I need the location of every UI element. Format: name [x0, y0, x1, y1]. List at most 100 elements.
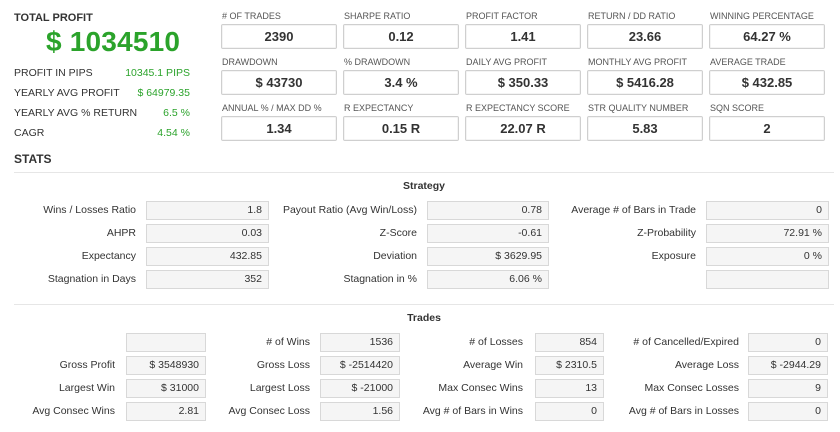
stat-value: 2.81: [126, 402, 206, 421]
metric-label: STR QUALITY NUMBER: [588, 103, 689, 113]
stat-label: Stagnation in %: [343, 273, 417, 285]
stat-value: 0.03: [146, 224, 269, 243]
stat-label: AHPR: [106, 227, 136, 239]
metric-label: R EXPECTANCY: [344, 103, 414, 113]
metric-value: 2390: [221, 24, 337, 49]
stat-label: Z-Probability: [637, 227, 696, 239]
stat-value: $ 3548930: [126, 356, 206, 375]
metric-card-annual-max-dd: ANNUAL % / MAX DD % 1.34: [221, 103, 337, 141]
metric-label: DRAWDOWN: [222, 57, 278, 67]
stat-label: Avg # of Bars in Losses: [628, 405, 739, 417]
stat-value: [706, 270, 829, 289]
stat-value: 6.06 %: [427, 270, 549, 289]
metric-label: SQN SCORE: [710, 103, 765, 113]
metric-value: $ 43730: [221, 70, 337, 95]
stat-value: $ 2310.5: [535, 356, 604, 375]
metric-value: $ 350.33: [465, 70, 581, 95]
metric-card-winning-percentage: WINNING PERCENTAGE 64.27 %: [709, 11, 825, 49]
metric-value: 64.27 %: [709, 24, 825, 49]
stat-label: Average # of Bars in Trade: [571, 204, 696, 216]
stat-value: 9: [748, 379, 828, 398]
stat-label: [550, 270, 696, 289]
summary-row-yearly-avg-profit: YEARLY AVG PROFIT $ 64979.35: [14, 87, 190, 103]
metric-value: $ 432.85: [709, 70, 825, 95]
metric-label: RETURN / DD RATIO: [588, 11, 676, 21]
summary-row-value: $ 64979.35: [137, 87, 190, 99]
metric-label: PROFIT FACTOR: [466, 11, 538, 21]
metric-card-daily-avg-profit: DAILY AVG PROFIT $ 350.33: [465, 57, 581, 95]
metric-value: 5.83: [587, 116, 703, 141]
metric-label: SHARPE RATIO: [344, 11, 411, 21]
stat-label: Deviation: [373, 250, 417, 262]
summary-row-label: YEARLY AVG % RETURN: [14, 107, 138, 119]
stat-value: 1536: [320, 333, 400, 352]
stat-label: Stagnation in Days: [47, 273, 136, 285]
summary-row-label: PROFIT IN PIPS: [14, 67, 93, 79]
stat-label: Z-Score: [379, 227, 417, 239]
total-profit-label: TOTAL PROFIT: [14, 12, 93, 24]
metric-value: 22.07 R: [465, 116, 581, 141]
stat-label: Gross Loss: [256, 359, 310, 371]
stat-value: $ -2514420: [320, 356, 400, 375]
metric-label: MONTHLY AVG PROFIT: [588, 57, 688, 67]
metric-label: # OF TRADES: [222, 11, 281, 21]
stat-label: Wins / Losses Ratio: [43, 204, 136, 216]
stats-divider: [14, 172, 834, 173]
stat-value: 72.91 %: [706, 224, 829, 243]
metric-label: % DRAWDOWN: [344, 57, 411, 67]
metric-label: AVERAGE TRADE: [710, 57, 786, 67]
metric-label: WINNING PERCENTAGE: [710, 11, 814, 21]
summary-row-label: CAGR: [14, 127, 45, 139]
stat-value: 13: [535, 379, 604, 398]
metric-value: 0.12: [343, 24, 459, 49]
metric-card-sqn-score: SQN SCORE 2: [709, 103, 825, 141]
total-profit-value: $ 1034510: [46, 26, 181, 57]
stat-label: Largest Loss: [249, 382, 310, 394]
stat-label: # of Cancelled/Expired: [633, 336, 739, 348]
stat-label: Largest Win: [58, 382, 115, 394]
stat-label: Avg Consec Loss: [228, 405, 310, 417]
metric-value: 0.15 R: [343, 116, 459, 141]
metric-card-drawdown: DRAWDOWN $ 43730: [221, 57, 337, 95]
stat-label: Gross Profit: [59, 359, 115, 371]
stat-value: 0: [706, 201, 829, 220]
metric-card-percent-drawdown: % DRAWDOWN 3.4 %: [343, 57, 459, 95]
summary-row-profit-in-pips: PROFIT IN PIPS 10345.1 PIPS: [14, 67, 190, 83]
summary-row-cagr: CAGR 4.54 %: [14, 127, 190, 143]
metric-label: R EXPECTANCY SCORE: [466, 103, 570, 113]
stat-label: Max Consec Wins: [438, 382, 523, 394]
stat-label: Avg Consec Wins: [32, 405, 115, 417]
stat-label: Average Loss: [674, 359, 739, 371]
summary-row-value: 6.5 %: [163, 107, 190, 119]
stat-value: $ -2944.29: [748, 356, 828, 375]
stat-value: 352: [146, 270, 269, 289]
summary-row-label: YEARLY AVG PROFIT: [14, 87, 120, 99]
metric-value: $ 5416.28: [587, 70, 703, 95]
summary-row-yearly-avg-return: YEARLY AVG % RETURN 6.5 %: [14, 107, 190, 123]
stat-value: -0.61: [427, 224, 549, 243]
trades-divider: [14, 304, 834, 305]
stats-title: STATS: [14, 152, 52, 166]
metric-card-profit-factor: PROFIT FACTOR 1.41: [465, 11, 581, 49]
stat-value: 0 %: [706, 247, 829, 266]
summary-row-value: 10345.1 PIPS: [125, 67, 190, 79]
stat-label: [14, 333, 115, 352]
metric-card-average-trade: AVERAGE TRADE $ 432.85: [709, 57, 825, 95]
stat-label: Exposure: [651, 250, 696, 262]
stat-label: Avg # of Bars in Wins: [422, 405, 523, 417]
metric-card-str-quality-number: STR QUALITY NUMBER 5.83: [587, 103, 703, 141]
strategy-heading: Strategy: [402, 180, 445, 192]
metric-card-monthly-avg-profit: MONTHLY AVG PROFIT $ 5416.28: [587, 57, 703, 95]
metric-value: 1.41: [465, 24, 581, 49]
stat-value: $ 3629.95: [427, 247, 549, 266]
trades-heading: Trades: [407, 312, 441, 324]
stat-value: [126, 333, 206, 352]
stat-value: 0: [535, 402, 604, 421]
stat-value: 0: [748, 402, 828, 421]
metric-card-return-dd-ratio: RETURN / DD RATIO 23.66: [587, 11, 703, 49]
metric-card-r-expectancy: R EXPECTANCY 0.15 R: [343, 103, 459, 141]
stat-label: Average Win: [463, 359, 523, 371]
stat-value: 432.85: [146, 247, 269, 266]
stat-label: Payout Ratio (Avg Win/Loss): [282, 204, 417, 216]
summary-row-value: 4.54 %: [157, 127, 190, 139]
